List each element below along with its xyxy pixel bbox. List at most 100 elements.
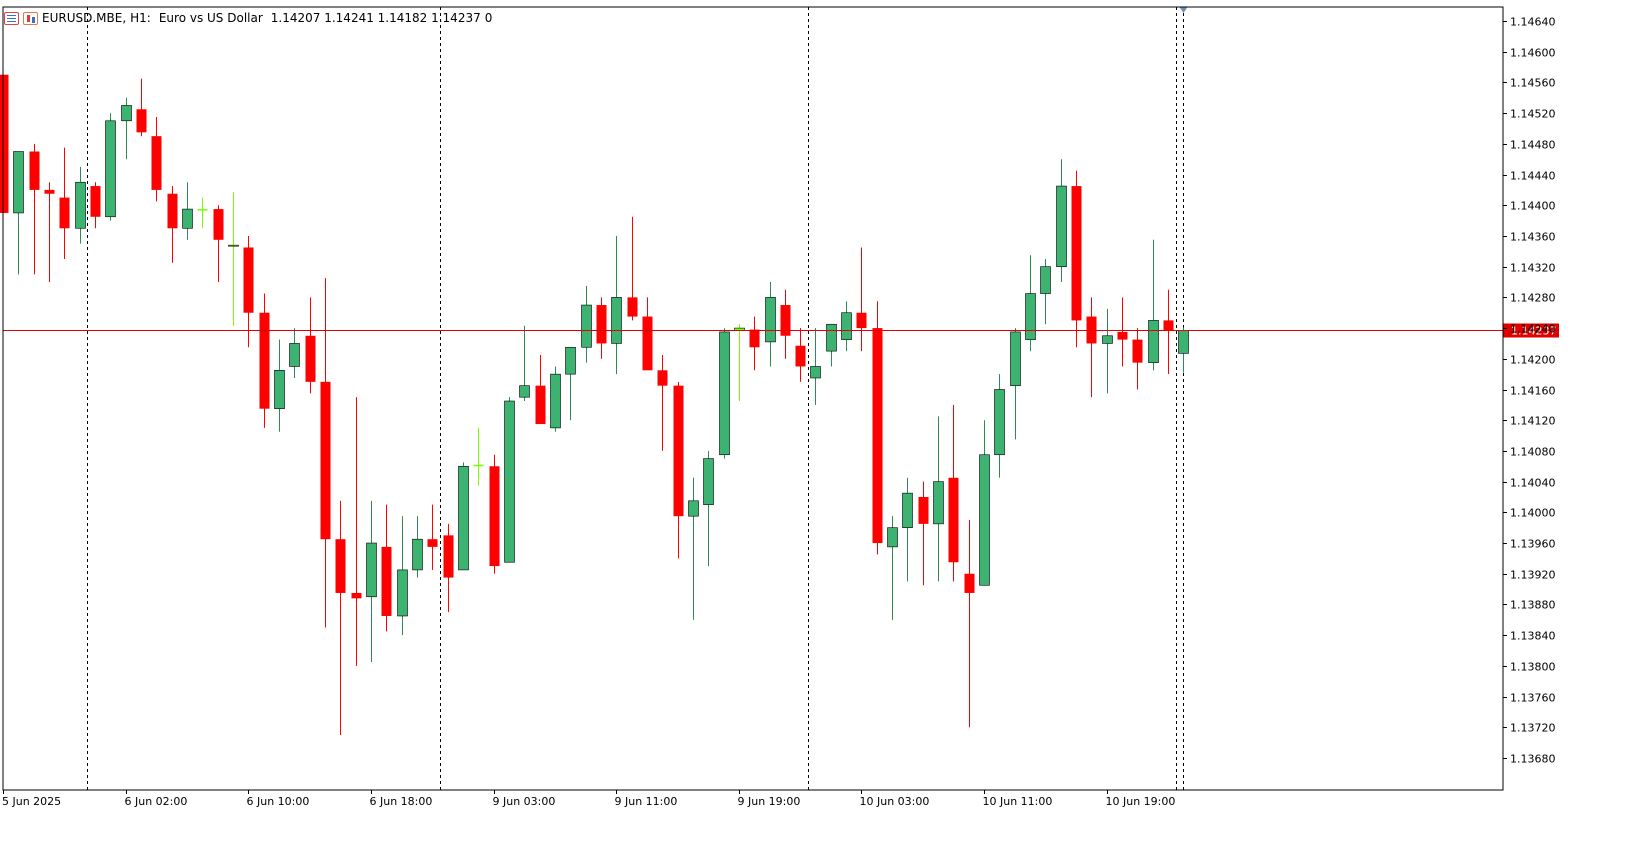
bear-candle-body — [1163, 320, 1174, 331]
bull-candle-body — [902, 492, 913, 528]
bear-candle-body — [381, 546, 392, 616]
y-tick-label: 1.13800 — [1510, 661, 1556, 674]
bull-candle-body — [1178, 330, 1189, 354]
bull-candle-body — [1040, 266, 1051, 294]
bull-candle-body — [1056, 185, 1067, 267]
symbol-label: EURUSD.MBE, — [42, 11, 127, 25]
y-tick-label: 1.14480 — [1510, 139, 1556, 152]
description-label: Euro vs US Dollar — [158, 11, 263, 25]
y-tick-label: 1.13880 — [1510, 599, 1556, 612]
y-tick-label: 1.14040 — [1510, 477, 1556, 490]
bear-candle-body — [0, 74, 9, 213]
bull-candle-body — [719, 331, 730, 456]
shift-marker — [1179, 7, 1188, 13]
spread-label: 0 — [484, 11, 493, 25]
y-tick-label: 1.14440 — [1510, 170, 1556, 183]
plot-frame — [2, 6, 1504, 791]
bear-candle-body — [964, 573, 975, 593]
axes-layer: 1.14640 1.14600 1.14560 1.14520 1.14480 1.144… — [2, 6, 1556, 808]
bull-candle-body — [994, 389, 1005, 456]
bear-candle-body — [151, 136, 162, 190]
bull-candle-body — [1025, 293, 1036, 340]
y-tick-label: 1.14320 — [1510, 262, 1556, 275]
bull-candle-body — [688, 500, 699, 517]
y-tick-label: 1.14000 — [1510, 507, 1556, 520]
bear-candle-body — [44, 189, 55, 194]
bear-candle-body — [136, 109, 147, 133]
bear-candle-body — [489, 466, 500, 567]
bull-candle-body — [1148, 320, 1159, 363]
y-tick-label: 1.14400 — [1510, 200, 1556, 213]
bull-candle-body — [366, 542, 377, 598]
x-tick-label: 9 Jun 03:00 — [493, 795, 556, 808]
x-tick-label: 6 Jun 02:00 — [125, 795, 188, 808]
bear-candle-body — [1132, 339, 1143, 363]
bull-candle-body — [765, 297, 776, 343]
y-tick-label: 1.14600 — [1510, 47, 1556, 60]
bull-candle-body — [504, 400, 515, 563]
bull-candle-body — [105, 120, 116, 218]
bear-candle-body — [596, 305, 607, 344]
candles-layer — [0, 74, 1189, 735]
bear-candle-body — [259, 312, 270, 409]
bear-candle-body — [642, 316, 653, 371]
bear-candle-body — [213, 209, 224, 240]
bear-candle-body — [167, 193, 178, 229]
x-tick-label: 10 Jun 11:00 — [983, 795, 1053, 808]
bear-candle-body — [305, 335, 316, 382]
y-tick-label: 1.13960 — [1510, 538, 1556, 551]
bear-candle-body — [1117, 331, 1128, 340]
bear-candle-body — [535, 385, 546, 425]
bear-candle-body — [673, 385, 684, 517]
bull-candle-body — [979, 454, 990, 586]
bear-candle-body — [780, 305, 791, 336]
bull-candle-body — [412, 538, 423, 571]
x-tick-label: 6 Jun 10:00 — [247, 795, 310, 808]
timeframe-label: H1: — [130, 11, 151, 25]
y-tick-label: 1.14520 — [1510, 108, 1556, 121]
list-icon[interactable] — [4, 11, 19, 25]
bear-candle-body — [1071, 186, 1082, 321]
bear-candle-body — [473, 464, 484, 467]
bull-candle-body — [289, 343, 300, 367]
y-tick-label: 1.14360 — [1510, 231, 1556, 244]
y-tick-label: 1.13760 — [1510, 692, 1556, 705]
bull-candle-body — [274, 370, 285, 409]
y-tick-label: 1.14160 — [1510, 385, 1556, 398]
bear-candle-body — [657, 370, 668, 386]
bear-candle-body — [795, 345, 806, 367]
bear-candle-body — [918, 496, 929, 524]
chart-header: EURUSD.MBE, H1: Euro vs US Dollar 1.1420… — [4, 9, 492, 27]
bear-candle-body — [90, 186, 101, 217]
y-tick-label: 1.14080 — [1510, 446, 1556, 459]
y-tick-label: 1.14640 — [1510, 16, 1556, 29]
y-tick-label: 1.14120 — [1510, 415, 1556, 428]
bull-candle-body — [581, 304, 592, 348]
bear-candle-body — [627, 297, 638, 317]
bull-candle-body — [519, 385, 530, 398]
bull-candle-body — [887, 527, 898, 548]
bear-candle-body — [948, 477, 959, 563]
bear-candle-body — [856, 312, 867, 329]
x-tick-label: 10 Jun 03:00 — [860, 795, 930, 808]
y-tick-label: 1.13720 — [1510, 722, 1556, 735]
bear-candle-body — [351, 592, 362, 599]
bull-candle-body — [121, 105, 132, 122]
bear-candle-body — [320, 381, 331, 540]
bull-candle-body — [810, 366, 821, 379]
bear-candle-body — [59, 197, 70, 229]
price-tag-label: 1.14237 — [1511, 325, 1557, 338]
bull-candle-body — [182, 208, 193, 229]
y-tick-label: 1.14200 — [1510, 354, 1556, 367]
bull-candle-body — [1010, 331, 1021, 386]
bull-candle-body — [458, 465, 469, 571]
bear-candle-body — [872, 328, 883, 544]
bull-candle-body — [841, 312, 852, 340]
bear-candle-body — [197, 209, 208, 211]
y-tick-label: 1.14280 — [1510, 292, 1556, 305]
bear-candle-body — [243, 247, 254, 313]
y-tick-label: 1.13920 — [1510, 569, 1556, 582]
current-price-line: 1.14237 — [3, 323, 1559, 338]
candles-icon[interactable] — [23, 11, 38, 25]
